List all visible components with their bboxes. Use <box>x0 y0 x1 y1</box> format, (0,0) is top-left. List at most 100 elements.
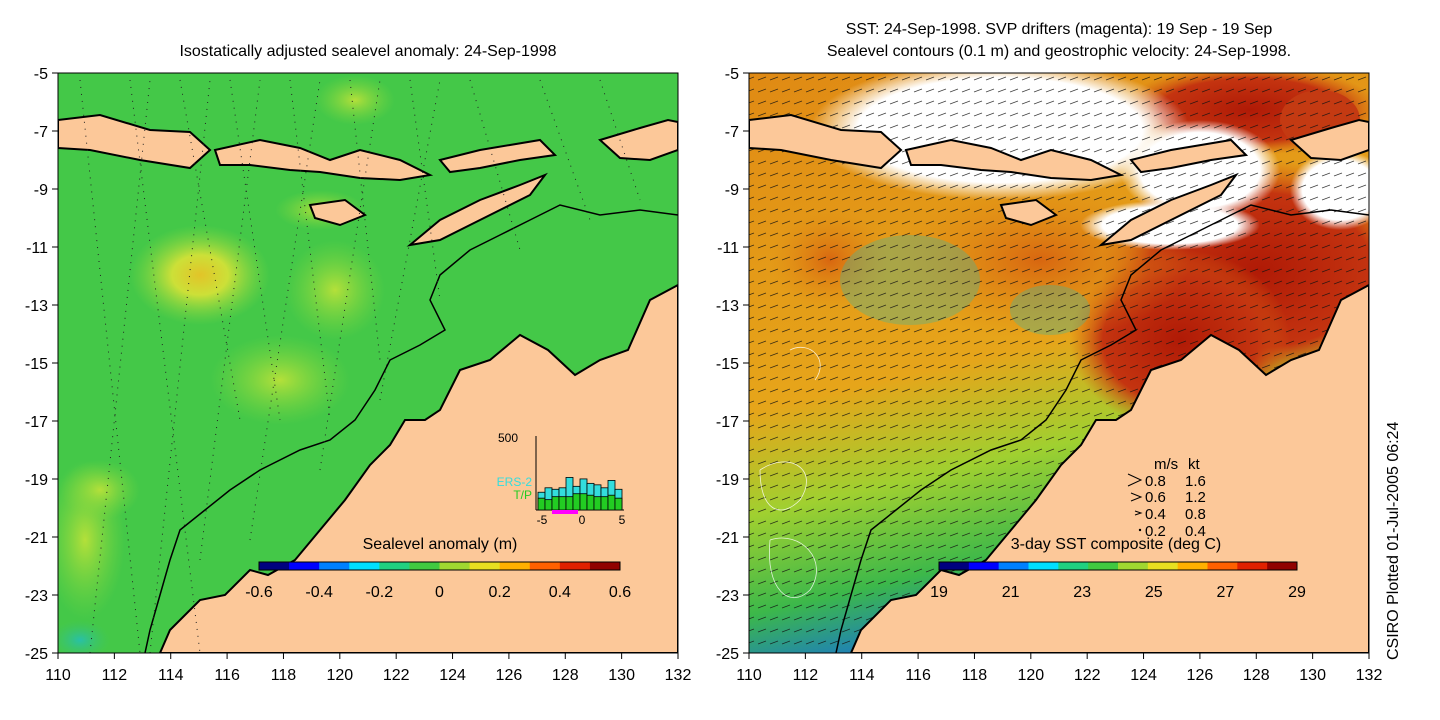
lon-tick-label: 120 <box>326 667 353 684</box>
right-map-axes: 110 112 114 116 118 120 122 124 126 128 130 132 -5 -7… <box>716 66 1383 684</box>
lon-tick-label: 110 <box>45 667 71 684</box>
colorbar-swatch <box>1177 562 1208 570</box>
colorbar-tick-label: 0 <box>435 584 444 601</box>
anomaly-low-blob <box>58 620 110 653</box>
velocity-legend-ms: 0.6 <box>1145 489 1166 506</box>
anomaly-high-blob <box>130 225 270 325</box>
inset-bar-tp <box>565 496 574 511</box>
lon-tick-label: 116 <box>905 667 931 684</box>
lon-tick-label: 118 <box>271 667 297 684</box>
lon-tick-label: 130 <box>608 667 635 684</box>
inset-bar-tp <box>551 496 560 511</box>
inset-xtick: -5 <box>537 513 548 527</box>
lat-tick-label: -5 <box>34 66 48 83</box>
lon-tick-label: 112 <box>793 667 819 684</box>
sst-map: 110 112 114 116 118 120 122 124 126 128 130 132 -5 -7… <box>716 66 1383 684</box>
colorbar-swatch <box>499 562 531 570</box>
lon-tick-label: 128 <box>1243 667 1270 684</box>
timor-island <box>1097 172 1239 247</box>
sealevel-contours <box>759 347 821 599</box>
colorbar-tick-label: 19 <box>930 584 948 601</box>
timor-island <box>406 172 548 247</box>
colorbar-swatch <box>968 562 1000 570</box>
lon-tick-label: 110 <box>736 667 762 684</box>
inset-ymax-label: 500 <box>498 431 518 445</box>
right-panel-title-line1: SST: 24-Sep-1998. SVP drifters (magenta)… <box>845 21 1273 38</box>
colorbar-swatch <box>1207 562 1238 570</box>
inset-xtick: 5 <box>619 513 626 527</box>
lombok-sumbawa-island <box>904 138 1125 182</box>
inset-bar-tp <box>586 494 595 511</box>
lat-tick-label: -7 <box>725 124 739 141</box>
plot-credit: CSIRO Plotted 01-Jul-2005 06:24 <box>1385 421 1402 660</box>
anomaly-blob <box>210 335 350 425</box>
inset-bar-tp <box>614 497 623 511</box>
drifter-window-marker <box>552 510 578 514</box>
colorbar-swatch <box>409 562 440 570</box>
velocity-legend-header-kt: kt <box>1188 456 1201 473</box>
lat-tick-label: -11 <box>717 240 739 257</box>
colorbar-swatch <box>469 562 501 570</box>
lon-tick-label: 120 <box>1017 667 1044 684</box>
lombok-sumbawa-island <box>213 138 434 182</box>
velocity-arrow-0.4 <box>1134 510 1143 516</box>
inset-bar-tp <box>593 496 602 511</box>
sealevel-colorbar: -0.6 -0.4 -0.2 0 0.2 0.4 0.6 <box>245 561 631 601</box>
inset-bar-tp <box>544 499 553 511</box>
lat-tick-label: -23 <box>716 588 739 605</box>
inset-bar-tp <box>537 497 546 511</box>
colorbar-tick-label: -0.2 <box>366 584 394 601</box>
inset-series-label-ers2: ERS-2 <box>497 475 533 489</box>
colorbar-swatch <box>1267 562 1298 570</box>
colorbar-swatch <box>349 562 380 570</box>
left-map-axes: 110 112 114 116 118 120 122 124 126 128 130 132 -5 -7… <box>25 66 692 684</box>
lat-tick-label: -23 <box>25 588 48 605</box>
lat-tick-label: -15 <box>716 356 739 373</box>
lat-tick-label: -13 <box>25 298 48 315</box>
velocity-legend-kt: 1.2 <box>1185 489 1206 506</box>
lon-tick-label: 124 <box>439 667 466 684</box>
inset-series-label-tp: T/P <box>513 488 532 502</box>
colorbar-swatch <box>1118 562 1149 570</box>
java-bali-island <box>58 113 212 170</box>
sst-colorbar: 19 21 23 25 27 29 <box>930 561 1306 601</box>
lat-tick-label: -11 <box>26 240 48 257</box>
lat-tick-label: -25 <box>716 646 739 663</box>
java-bali-island <box>749 113 903 170</box>
lon-tick-label: 112 <box>102 667 128 684</box>
left-colorbar-label: Sealevel anomaly (m) <box>363 536 518 553</box>
colorbar-tick-label: 0.2 <box>489 584 511 601</box>
sealevel-anomaly-map: 110 112 114 116 118 120 122 124 126 128 130 132 -5 -7… <box>25 66 692 684</box>
inset-bars <box>537 477 623 511</box>
colorbar-swatch <box>439 562 471 570</box>
lon-tick-label: 128 <box>552 667 579 684</box>
colorbar-tick-label: 0.6 <box>609 584 631 601</box>
colorbar-swatch <box>589 562 621 570</box>
colorbar-tick-label: 29 <box>1288 584 1306 601</box>
colorbar-swatch <box>379 562 410 570</box>
velocity-legend-header-ms: m/s <box>1154 456 1178 473</box>
lon-tick-label: 124 <box>1130 667 1157 684</box>
lon-tick-label: 118 <box>962 667 988 684</box>
inset-xtick: 0 <box>579 513 586 527</box>
lat-tick-label: -25 <box>25 646 48 663</box>
inset-bar-tp <box>558 496 567 511</box>
flores-island <box>438 138 558 174</box>
colorbar-swatch <box>319 562 350 570</box>
lat-tick-label: -9 <box>34 182 48 199</box>
lat-tick-label: -21 <box>25 530 48 547</box>
right-colorbar-label: 3-day SST composite (deg C) <box>1011 536 1221 553</box>
colorbar-tick-label: 0.4 <box>549 584 571 601</box>
lon-tick-label: 122 <box>383 667 410 684</box>
wetar-island <box>1289 118 1369 162</box>
colorbar-swatch <box>1237 562 1268 570</box>
lat-tick-label: -5 <box>725 66 739 83</box>
lon-tick-label: 132 <box>665 667 692 684</box>
lat-tick-label: -21 <box>716 530 739 547</box>
sumba-island <box>308 198 368 227</box>
shelf-contour <box>144 204 678 653</box>
colorbar-swatch <box>289 562 320 570</box>
lon-tick-label: 114 <box>158 667 184 684</box>
anomaly-blob <box>60 460 140 520</box>
velocity-legend-ms: 0.2 <box>1145 523 1166 540</box>
